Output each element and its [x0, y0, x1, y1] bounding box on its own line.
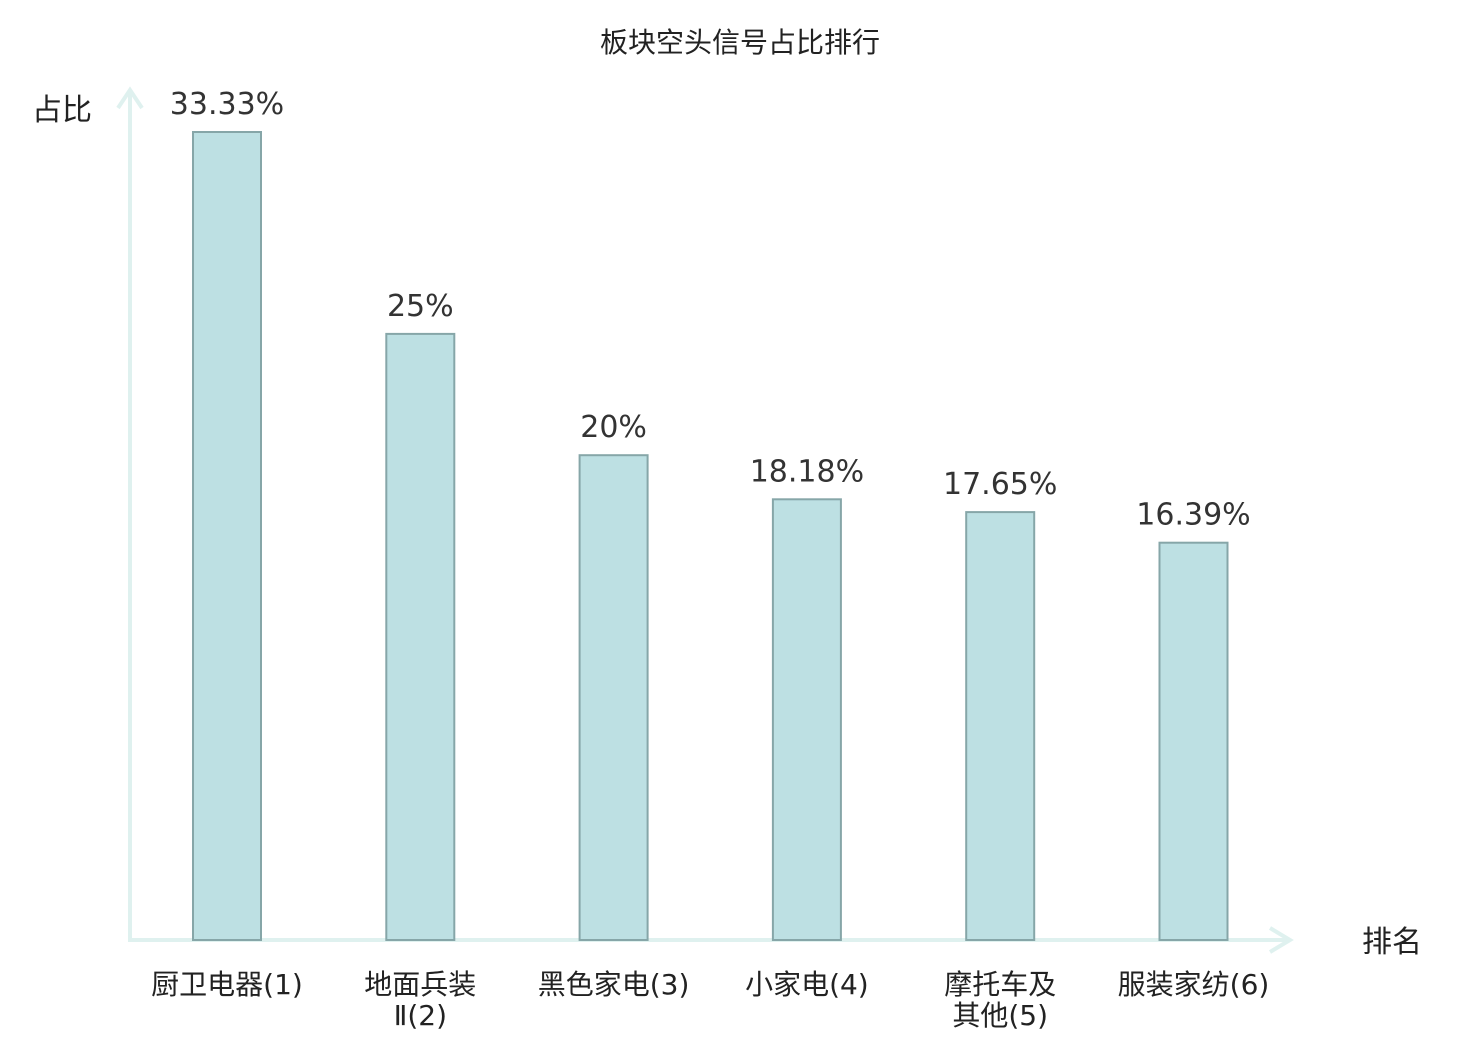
value-label-5: 17.65%: [943, 467, 1057, 502]
category-label-1: 厨卫电器(1): [151, 968, 303, 1001]
value-label-6: 16.39%: [1136, 498, 1250, 533]
category-label-6: 服装家纺(6): [1118, 968, 1270, 1001]
axes: [116, 86, 1294, 954]
bar-1: [192, 131, 262, 941]
bar-6: [1158, 541, 1229, 941]
x-axis-label: 排名: [1362, 925, 1422, 960]
y-axis-arrow: [116, 86, 144, 110]
value-label-4: 18.18%: [750, 454, 864, 489]
bar-5: [965, 511, 1036, 941]
bars-group: [192, 131, 1229, 941]
category-label-2: 地面兵装 Ⅱ(2): [364, 968, 476, 1032]
category-label-3: 黑色家电(3): [538, 968, 690, 1001]
y-axis-label: 占比: [32, 93, 92, 128]
bar-3: [578, 454, 649, 941]
chart-title: 板块空头信号占比排行: [600, 26, 880, 59]
x-axis-arrow: [1268, 926, 1294, 954]
value-label-1: 33.33%: [170, 87, 284, 122]
category-labels-group: 厨卫电器(1) 地面兵装 Ⅱ(2) 黑色家电(3) 小家电(4) 摩托车及其他(5) 服装家…: [151, 968, 1269, 1032]
bar-4: [771, 498, 842, 941]
value-label-3: 20%: [580, 410, 647, 445]
value-labels-group: 33.33% 25% 20% 18.18% 17.65% 16.39%: [170, 87, 1251, 533]
category-label-5: 摩托车及其他(5): [944, 968, 1056, 1032]
category-label-4: 小家电(4): [745, 968, 869, 1001]
bar-2: [385, 332, 456, 941]
value-label-2: 25%: [387, 289, 454, 324]
